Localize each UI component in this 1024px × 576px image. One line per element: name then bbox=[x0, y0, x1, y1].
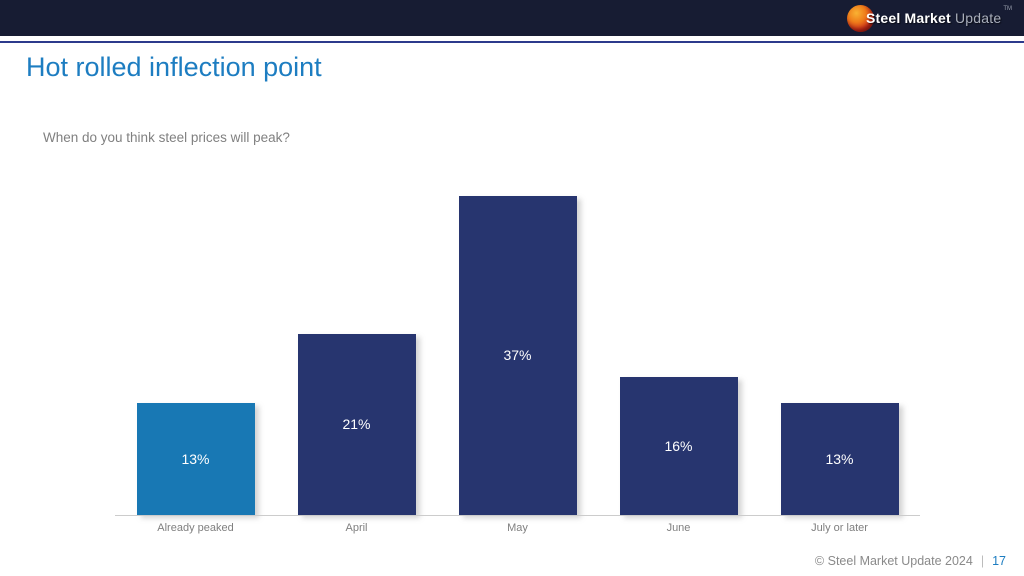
category-label: Already peaked bbox=[157, 522, 234, 534]
bar-value-label: 37% bbox=[503, 347, 532, 364]
copyright-text: © Steel Market Update 2024 bbox=[814, 554, 973, 568]
page-title: Hot rolled inflection point bbox=[26, 52, 322, 82]
category-label: July or later bbox=[811, 522, 868, 534]
header-divider-line bbox=[0, 41, 1024, 43]
smu-sphere-logo-icon bbox=[847, 4, 874, 32]
bar-april: 21% bbox=[297, 333, 416, 515]
bar-july-or-later: 13% bbox=[780, 402, 899, 515]
bar-value-label: 13% bbox=[825, 450, 854, 467]
bar-may: 37% bbox=[458, 195, 577, 515]
brand-name-secondary: Update bbox=[950, 10, 1002, 26]
bar-value-label: 21% bbox=[342, 416, 371, 433]
bar-value-label: 13% bbox=[181, 450, 210, 467]
page-number: 17 bbox=[992, 554, 1006, 568]
brand-name: Steel Market Update bbox=[866, 10, 1001, 26]
category-label: May bbox=[507, 522, 528, 534]
bar-value-label: 16% bbox=[664, 437, 693, 454]
brand-logo: Steel Market Update TM bbox=[847, 0, 1012, 36]
category-label: June bbox=[666, 522, 691, 534]
brand-name-primary: Steel Market bbox=[866, 10, 951, 26]
trademark-mark: TM bbox=[1003, 6, 1012, 12]
category-axis: Already peaked April May June July or later bbox=[115, 522, 920, 534]
footer-separator: | bbox=[980, 554, 985, 568]
category-label: April bbox=[345, 522, 368, 534]
bar-already-peaked: 13% bbox=[136, 402, 255, 515]
bar-june: 16% bbox=[619, 376, 738, 515]
footer: © Steel Market Update 2024 | 17 bbox=[815, 554, 1006, 568]
chart-question-subtitle: When do you think steel prices will peak… bbox=[43, 130, 290, 145]
bar-group: 13% 21% 37% 16% 13% bbox=[115, 187, 920, 515]
x-axis-line bbox=[115, 515, 920, 516]
